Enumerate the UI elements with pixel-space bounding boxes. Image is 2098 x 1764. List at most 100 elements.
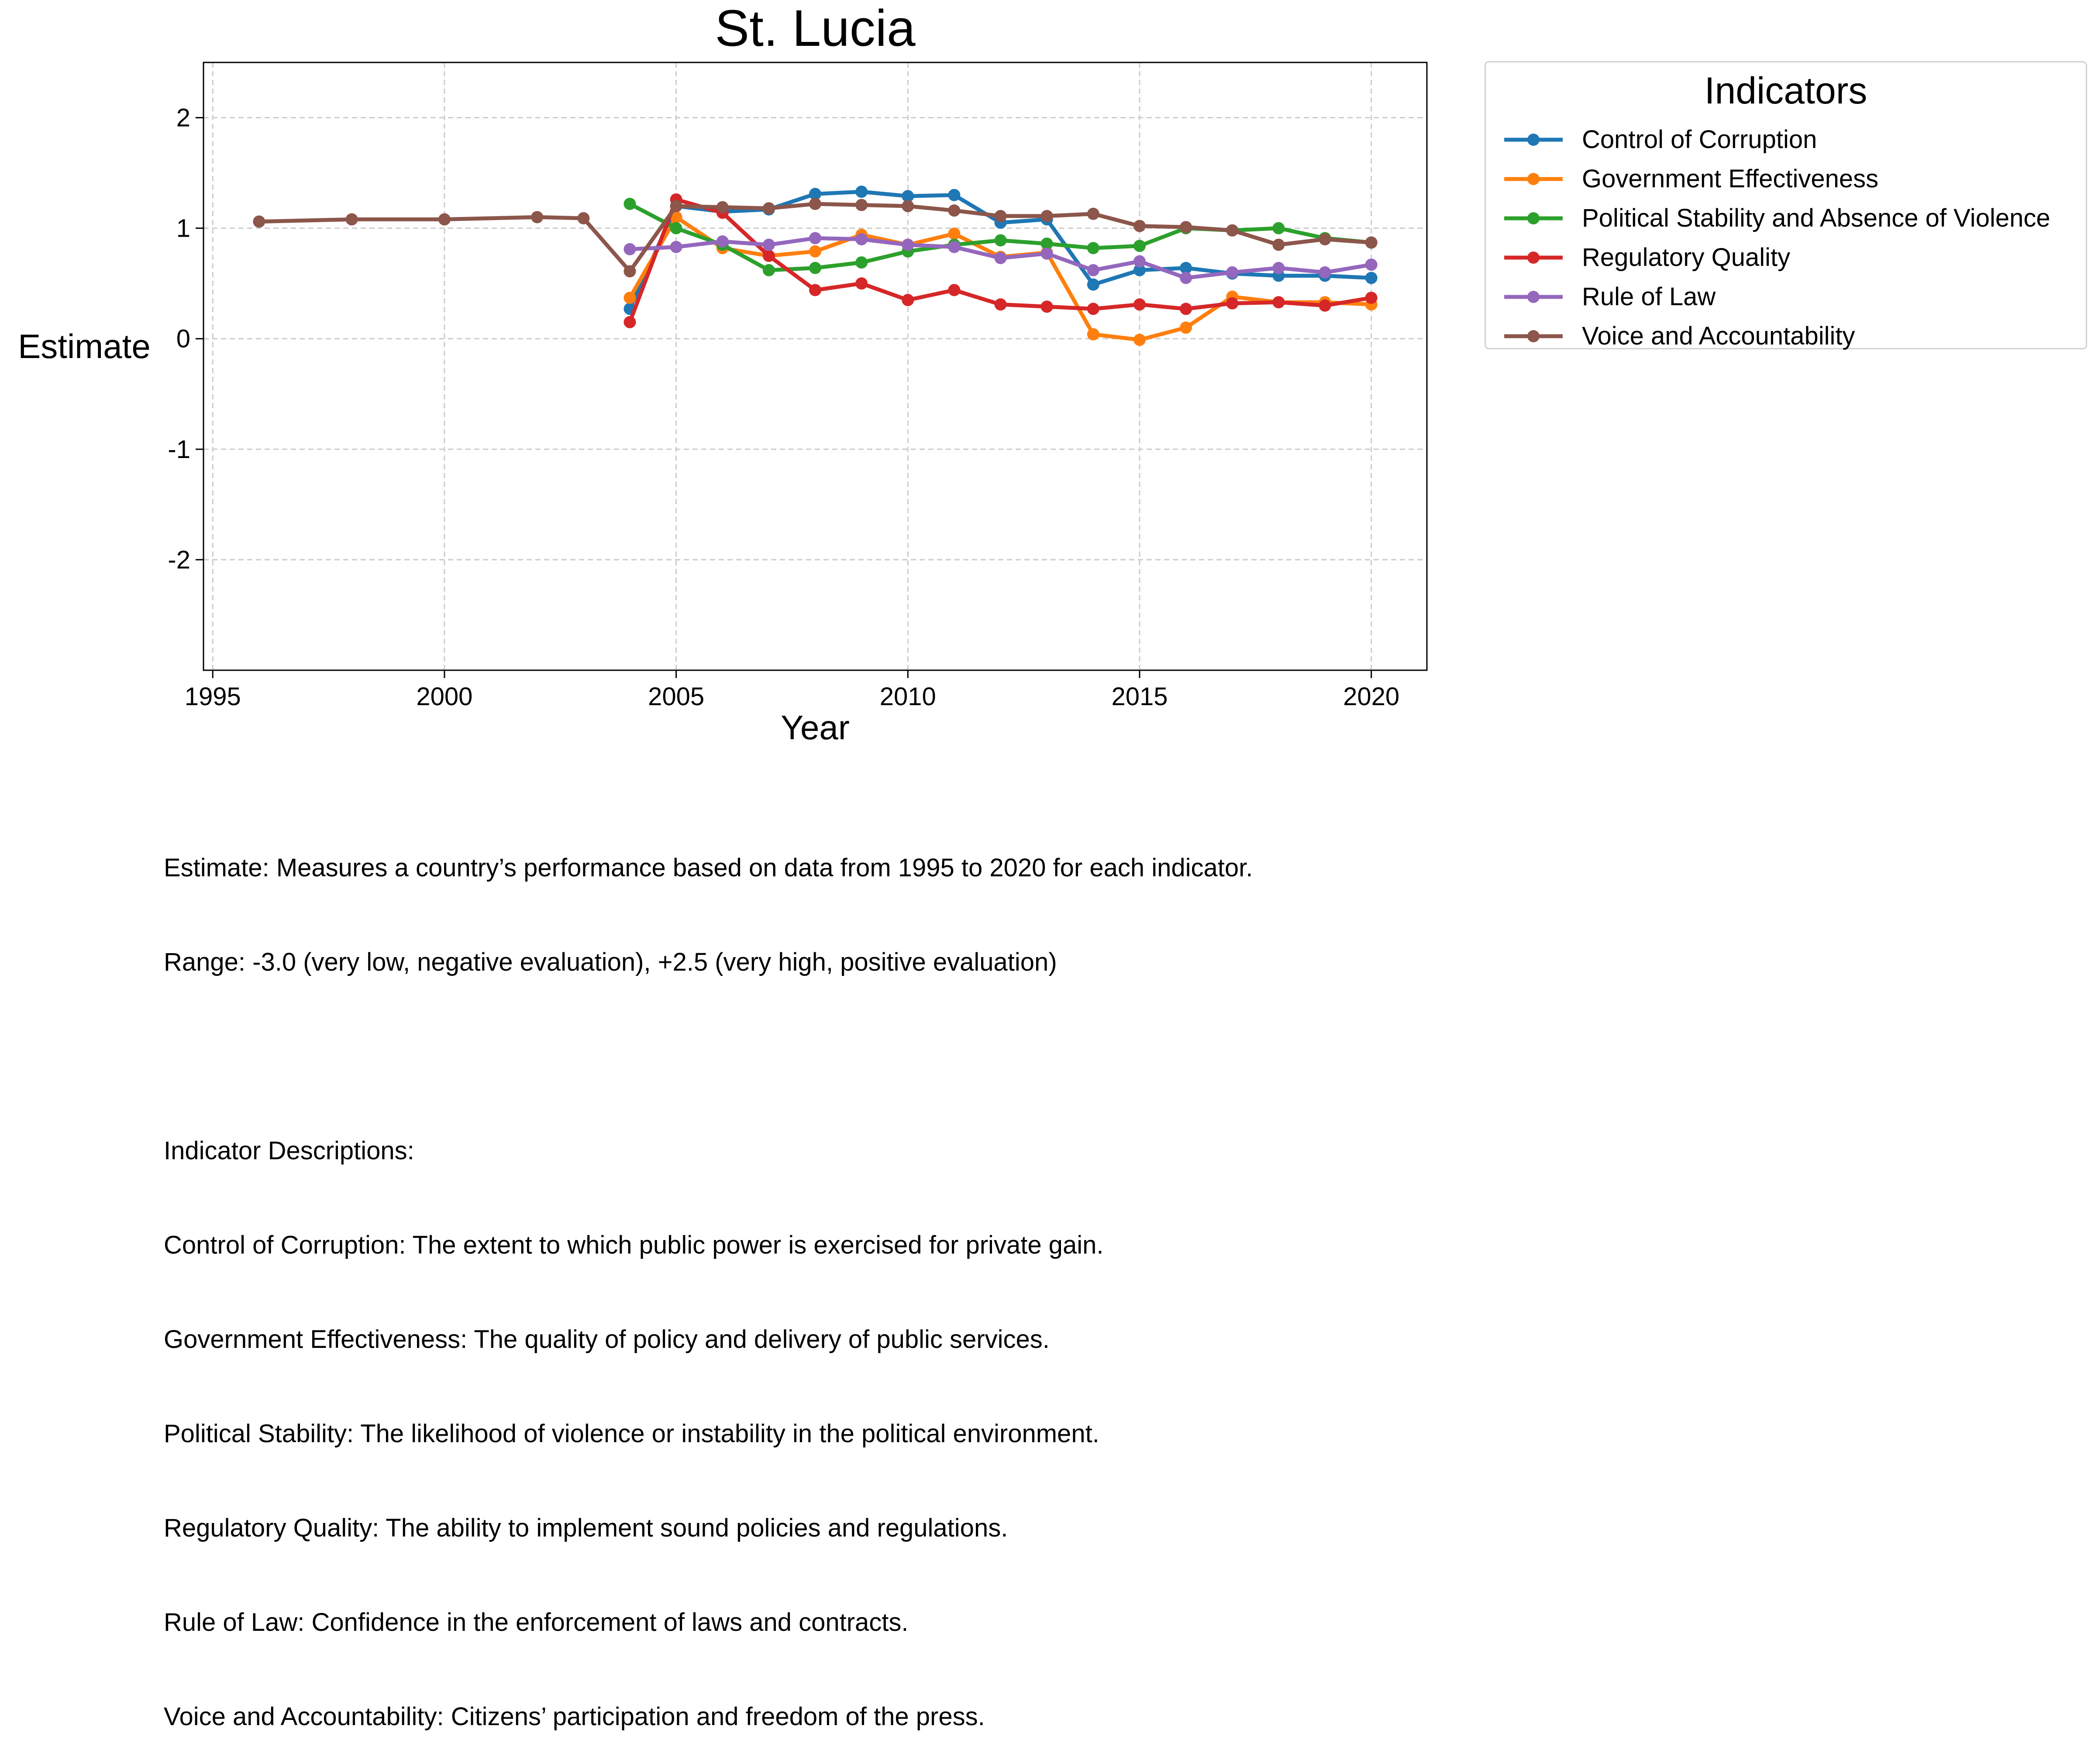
y-tick-label: 1 [176, 214, 190, 243]
x-tick-label: 2000 [416, 682, 472, 711]
legend-label: Voice and Accountability [1582, 322, 1855, 350]
data-point [624, 316, 636, 328]
data-point [1087, 303, 1099, 315]
data-point [1272, 262, 1285, 274]
data-point [1087, 264, 1099, 276]
data-point [994, 252, 1007, 264]
data-point [577, 212, 590, 224]
data-point [1133, 298, 1146, 311]
data-point [438, 213, 451, 226]
data-point [1133, 255, 1146, 268]
data-point [948, 204, 961, 217]
chart-notes: Estimate: Measures a country’s performan… [164, 789, 1253, 1764]
data-point [1365, 292, 1378, 304]
series-3 [624, 193, 1378, 328]
data-point [1272, 238, 1285, 251]
notes-desc-rule-of-law: Rule of Law: Confidence in the enforceme… [164, 1608, 909, 1637]
data-point [1133, 220, 1146, 232]
series-1 [624, 211, 1378, 346]
data-point [1365, 272, 1378, 284]
data-point [1180, 272, 1192, 284]
data-point [624, 292, 636, 304]
x-tick-label: 2015 [1111, 682, 1168, 711]
legend-swatch [1504, 134, 1563, 146]
data-point [253, 215, 265, 228]
x-tick-label: 2010 [880, 682, 936, 711]
grid-lines [203, 62, 1427, 670]
data-point [948, 284, 961, 296]
notes-desc-voice: Voice and Accountability: Citizens’ part… [164, 1702, 985, 1731]
data-point [948, 241, 961, 253]
data-point [1040, 210, 1053, 222]
data-point [809, 245, 821, 258]
data-point [1180, 303, 1192, 315]
data-point [670, 211, 682, 224]
y-tick-label: 2 [176, 104, 190, 132]
data-point [762, 264, 775, 276]
data-point [902, 294, 914, 307]
x-tick-label: 1995 [185, 682, 241, 711]
data-point [1133, 240, 1146, 252]
data-point [762, 202, 775, 215]
y-tick-label: 0 [176, 325, 190, 353]
data-point [1087, 278, 1099, 291]
notes-desc-government: Government Effectiveness: The quality of… [164, 1325, 1050, 1354]
data-point [1133, 264, 1146, 276]
data-point [1319, 266, 1331, 279]
notes-desc-corruption: Control of Corruption: The extent to whi… [164, 1231, 1104, 1259]
line-chart: 1995 2000 2005 2010 2015 2020 -2 -1 0 1 2 St. Luci… [18, 0, 1428, 747]
data-point [624, 197, 636, 210]
notes-heading: Indicator Descriptions: [164, 1137, 414, 1165]
data-point [345, 213, 358, 226]
y-tick-label: -1 [168, 435, 190, 464]
data-point [809, 197, 821, 210]
data-point [855, 256, 868, 269]
data-point [855, 277, 868, 290]
legend-label: Government Effectiveness [1582, 165, 1879, 193]
legend-swatch [1504, 291, 1563, 303]
data-point [1040, 300, 1053, 313]
data-point [1365, 236, 1378, 249]
legend-swatch [1504, 173, 1563, 185]
series-line [259, 202, 1371, 273]
data-point [1040, 247, 1053, 260]
plot-frame [203, 62, 1428, 671]
data-point [716, 235, 729, 248]
legend-label: Control of Corruption [1582, 125, 1817, 154]
legend-item: Control of Corruption [1495, 120, 2084, 159]
x-tick-label: 2020 [1343, 682, 1399, 711]
data-point [1272, 296, 1285, 309]
data-point [762, 238, 775, 251]
data-point [1226, 266, 1239, 279]
legend-item: Government Effectiveness [1495, 159, 2084, 199]
data-point [624, 265, 636, 278]
data-point [624, 243, 636, 255]
legend-swatch [1504, 212, 1563, 224]
data-point [902, 190, 914, 203]
data-point [1226, 224, 1239, 237]
data-point [1365, 258, 1378, 271]
data-point [716, 201, 729, 214]
data-point [994, 210, 1007, 222]
data-point [1087, 207, 1099, 220]
data-point [948, 227, 961, 240]
y-axis-label: Estimate [18, 327, 150, 365]
series-layer [253, 186, 1378, 346]
notes-range-line: Range: -3.0 (very low, negative evaluati… [164, 948, 1057, 976]
data-point [1087, 242, 1099, 255]
data-point [670, 200, 682, 213]
data-point [1180, 321, 1192, 334]
legend-swatch [1504, 252, 1563, 264]
legend-label: Regulatory Quality [1582, 243, 1791, 272]
data-point [809, 188, 821, 200]
data-point [809, 262, 821, 274]
data-point [1180, 221, 1192, 234]
data-point [994, 234, 1007, 247]
data-point [809, 284, 821, 296]
data-point [809, 232, 821, 245]
legend-item: Rule of Law [1495, 277, 2084, 317]
data-point [1319, 299, 1331, 312]
data-point [531, 211, 544, 224]
legend-item: Voice and Accountability [1495, 317, 2084, 356]
data-point [670, 222, 682, 234]
